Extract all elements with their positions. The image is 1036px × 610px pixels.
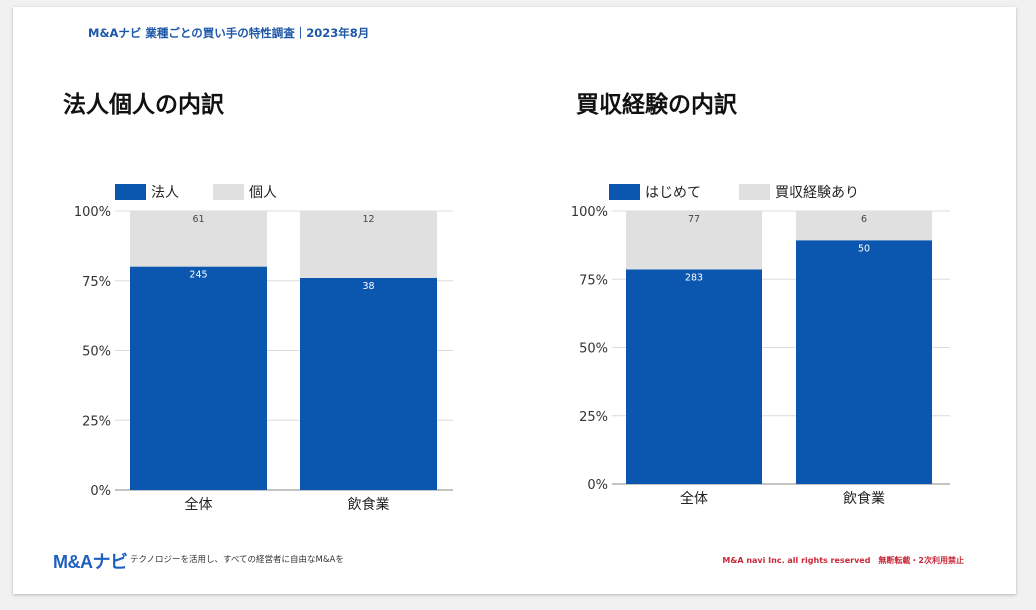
y-tick-label: 25% (82, 414, 111, 429)
brand-logo-text: M&Aナビ (53, 552, 128, 572)
charts-canvas: 0% 25% 50% 75% 100% 245 61 全体 38 12 飲食業 法人 個人 0% 25% 50… (74, 184, 950, 513)
left-chart-title: 法人個人の内訳 (63, 92, 224, 118)
x-category-label: 全体 (680, 490, 708, 507)
legend-swatch (739, 184, 770, 200)
bar-segment-secondary (130, 211, 267, 267)
y-tick-label: 100% (74, 205, 111, 220)
data-label: 245 (189, 270, 207, 281)
data-label: 283 (685, 272, 703, 283)
data-label: 6 (861, 214, 867, 225)
bar-segment-primary (796, 240, 932, 484)
bar-segment-secondary (300, 211, 437, 278)
chart-acquisition-experience: 0% 25% 50% 75% 100% 283 77 全体 50 6 飲食業 はじめて 買収経験あり (571, 184, 950, 507)
data-label: 50 (858, 243, 870, 254)
y-tick-label: 0% (587, 478, 608, 493)
footer-copyright: M&A navi Inc. all rights reserved 無断転載・2… (722, 556, 964, 565)
y-tick-label: 50% (579, 342, 608, 357)
data-label: 61 (192, 214, 204, 225)
y-tick-label: 75% (579, 273, 608, 288)
bar-segment-primary (130, 266, 267, 490)
y-tick-label: 0% (90, 484, 111, 499)
y-tick-label: 50% (82, 345, 111, 360)
x-category-label: 全体 (185, 496, 213, 513)
legend-swatch (213, 184, 244, 200)
report-header: M&Aナビ 業種ごとの買い手の特性調査｜2023年8月 (88, 26, 370, 40)
footer-tagline: テクノロジーを活用し、すべての経営者に自由なM&Aを (130, 555, 344, 565)
data-label: 77 (688, 214, 700, 225)
bar-segment-secondary (626, 211, 762, 270)
bar-segment-primary (626, 269, 762, 484)
x-category-label: 飲食業 (843, 490, 885, 507)
chart-corporate-individual: 0% 25% 50% 75% 100% 245 61 全体 38 12 飲食業 法人 個人 (74, 184, 453, 513)
slide: M&Aナビ 業種ごとの買い手の特性調査｜2023年8月 法人個人の内訳 買収経験… (13, 7, 1016, 594)
legend-swatch (115, 184, 146, 200)
x-category-label: 飲食業 (348, 496, 390, 513)
y-tick-label: 25% (579, 410, 608, 425)
legend-label: 買収経験あり (775, 185, 859, 201)
data-label: 38 (362, 281, 374, 292)
brand-logo: M&Aナビ (53, 550, 128, 572)
right-chart-title: 買収経験の内訳 (576, 92, 737, 118)
legend-label: 法人 (151, 185, 179, 201)
legend-label: はじめて (645, 185, 701, 201)
bar-segment-primary (300, 277, 437, 490)
legend-label: 個人 (249, 185, 277, 201)
bar-segment-secondary (796, 211, 932, 241)
y-tick-label: 75% (82, 275, 111, 290)
data-label: 12 (362, 214, 374, 225)
legend-swatch (609, 184, 640, 200)
y-tick-label: 100% (571, 205, 608, 220)
